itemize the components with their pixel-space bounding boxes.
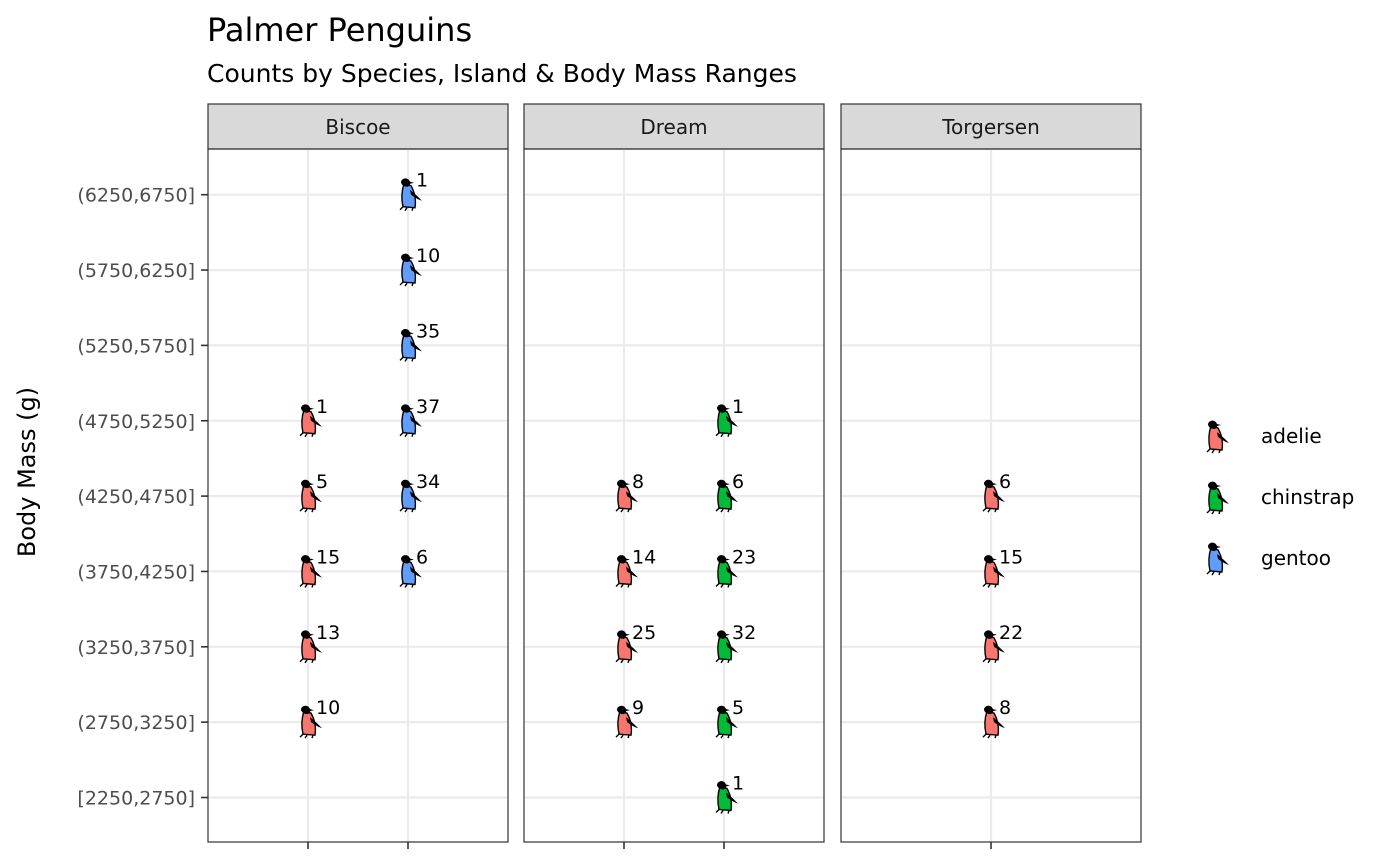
point-biscoe-adelie-2750-3250 [299, 705, 322, 739]
point-biscoe-adelie-3250-3750 [299, 630, 322, 664]
point-biscoe-adelie-4250-4750 [299, 479, 322, 513]
y-tick-label-5250-5750: (5250,5750] [77, 335, 195, 357]
facet-label-dream: Dream [640, 115, 707, 139]
point-torgersen-adelie-3750-4250 [982, 555, 1005, 588]
count-label: 34 [416, 471, 440, 493]
point-torgersen-adelie-4250-4750 [982, 479, 1005, 513]
count-label: 8 [999, 697, 1011, 719]
point-dream-adelie-4250-4750 [615, 479, 638, 513]
legend-key-gentoo [1206, 542, 1229, 576]
y-tick-label-3250-3750: (3250,3750] [77, 637, 195, 659]
count-label: 15 [999, 546, 1023, 568]
count-label: 5 [316, 471, 328, 493]
legend-item-adelie: adelie [1206, 420, 1322, 454]
count-label: 37 [416, 396, 440, 418]
count-label: 10 [316, 697, 340, 719]
panel-border-torgersen [840, 148, 1142, 843]
point-dream-chinstrap-3250-3750 [715, 630, 738, 664]
point-dream-adelie-3750-4250 [615, 555, 638, 588]
legend-key-adelie [1206, 420, 1229, 454]
y-tick-label-2250-2750: [2250,2750] [77, 788, 195, 810]
point-biscoe-gentoo-5250-5750 [399, 329, 422, 362]
count-label: 8 [632, 471, 644, 493]
panel-border-dream [523, 148, 825, 843]
point-dream-chinstrap-3750-4250 [715, 555, 738, 588]
point-dream-chinstrap-4250-4750 [715, 479, 738, 513]
legend-item-gentoo: gentoo [1206, 542, 1331, 576]
point-biscoe-adelie-3750-4250 [299, 555, 322, 588]
point-biscoe-gentoo-5750-6250 [399, 253, 422, 287]
legend-label-adelie: adelie [1261, 424, 1322, 448]
count-label: 6 [416, 546, 428, 568]
facet-strip-biscoe [207, 103, 509, 150]
count-label: 14 [632, 546, 656, 568]
count-label: 5 [732, 697, 744, 719]
count-label: 6 [732, 471, 744, 493]
count-label: 25 [632, 622, 656, 644]
point-dream-adelie-3250-3750 [615, 630, 638, 664]
panel-border-biscoe [207, 148, 509, 843]
plot-area: [2250,2750] (2750,3250] (3250,3750] (3750,4… [77, 103, 1142, 849]
count-label: 23 [732, 546, 756, 568]
chart-subtitle: Counts by Species, Island & Body Mass Ra… [207, 59, 797, 88]
count-label: 1 [416, 170, 428, 192]
point-torgersen-adelie-2750-3250 [982, 705, 1005, 739]
facet-label-torgersen: Torgersen [941, 115, 1040, 139]
facet-strip-dream [523, 103, 825, 150]
point-biscoe-gentoo-6250-6750 [399, 178, 422, 212]
legend-key-chinstrap [1206, 481, 1229, 515]
point-torgersen-adelie-3250-3750 [982, 630, 1005, 664]
point-biscoe-gentoo-4250-4750 [399, 479, 422, 513]
legend-item-chinstrap: chinstrap [1206, 481, 1354, 515]
y-axis-label: Body Mass (g) [13, 387, 41, 557]
y-tick-label-4750-5250: (4750,5250] [77, 411, 195, 433]
y-tick-label-4250-4750: (4250,4750] [77, 486, 195, 508]
point-biscoe-gentoo-4750-5250 [399, 404, 422, 438]
y-tick-label-2750-3250: (2750,3250] [77, 712, 195, 734]
count-label: 6 [999, 471, 1011, 493]
count-label: 22 [999, 622, 1023, 644]
count-label: 9 [632, 697, 644, 719]
legend: adelie chinstrap gentoo [1206, 420, 1354, 576]
legend-label-chinstrap: chinstrap [1261, 485, 1354, 509]
legend-label-gentoo: gentoo [1261, 546, 1331, 570]
count-label: 13 [316, 622, 340, 644]
count-label: 10 [416, 245, 440, 267]
point-dream-chinstrap-4750-5250 [715, 404, 738, 438]
y-tick-label-5750-6250: (5750,6250] [77, 260, 195, 282]
y-tick-label-3750-4250: (3750,4250] [77, 561, 195, 583]
point-dream-adelie-2750-3250 [615, 705, 638, 739]
point-biscoe-adelie-4750-5250 [299, 404, 322, 438]
count-label: 15 [316, 546, 340, 568]
count-label: 1 [316, 396, 328, 418]
point-biscoe-gentoo-3750-4250 [399, 555, 422, 588]
y-tick-label-6250-6750: (6250,6750] [77, 185, 195, 207]
point-dream-chinstrap-2750-3250 [715, 705, 738, 739]
facet-label-biscoe: Biscoe [325, 115, 390, 139]
count-label: 1 [732, 773, 744, 795]
count-label: 1 [732, 396, 744, 418]
chart-title: Palmer Penguins [207, 11, 472, 49]
count-label: 35 [416, 320, 440, 342]
point-dream-chinstrap-2250-2750 [715, 781, 738, 814]
count-label: 32 [732, 622, 756, 644]
